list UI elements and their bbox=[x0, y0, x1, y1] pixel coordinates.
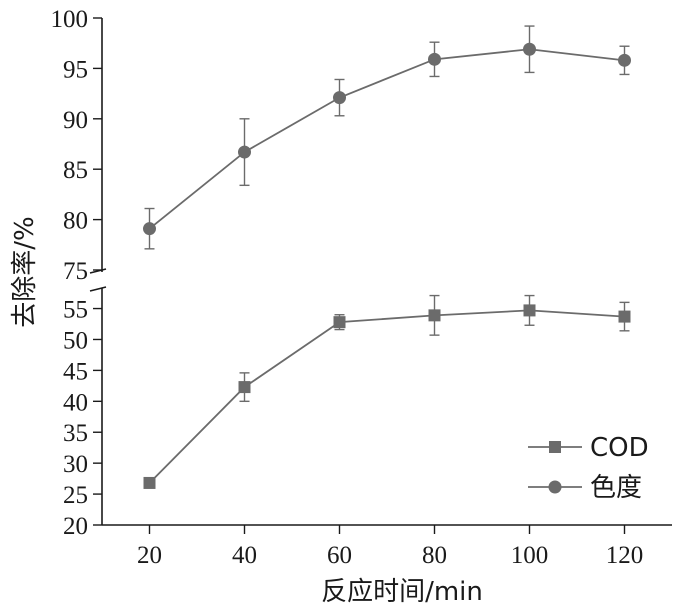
legend-item: 色度 bbox=[528, 473, 642, 503]
legend: COD 色度 bbox=[528, 433, 649, 503]
data-point bbox=[238, 145, 251, 159]
data-point bbox=[333, 91, 346, 105]
legend-marker bbox=[548, 480, 562, 494]
y-tick-label: 25 bbox=[63, 482, 88, 509]
y-tick-label: 80 bbox=[63, 208, 88, 235]
y-tick-label: 85 bbox=[63, 157, 88, 184]
legend-label: 色度 bbox=[590, 473, 642, 503]
y-tick-label: 50 bbox=[63, 327, 88, 354]
axis-break-mark bbox=[89, 286, 107, 292]
legend-marker bbox=[549, 441, 561, 453]
series-cod bbox=[143, 294, 631, 489]
data-point bbox=[618, 310, 631, 323]
series-line bbox=[148, 48, 625, 230]
data-point bbox=[238, 381, 251, 394]
x-tick-label: 60 bbox=[327, 542, 352, 569]
legend-label: COD bbox=[590, 433, 649, 463]
x-tick-label: 20 bbox=[137, 542, 162, 569]
y-tick-label: 90 bbox=[63, 107, 88, 134]
x-axis-title: 反应时间/min bbox=[321, 577, 483, 607]
axes bbox=[89, 18, 672, 526]
y-tick-label: 55 bbox=[63, 297, 88, 324]
axis-break-mark bbox=[89, 268, 107, 274]
ticks: 75 80 85 90 95 100 20 25 30 35 40 45 50 55 20 40 60 80 100… bbox=[51, 6, 644, 569]
data-point bbox=[523, 42, 536, 56]
x-tick-label: 100 bbox=[511, 542, 549, 569]
y-tick-label: 75 bbox=[63, 258, 88, 285]
data-point bbox=[618, 53, 631, 67]
data-point bbox=[143, 222, 156, 236]
x-tick-label: 40 bbox=[232, 542, 257, 569]
y-tick-label: 20 bbox=[63, 513, 88, 540]
legend-item: COD bbox=[528, 433, 649, 463]
data-point bbox=[523, 304, 536, 317]
y-tick-label: 100 bbox=[51, 6, 89, 33]
data-point bbox=[428, 309, 441, 322]
x-tick-label: 80 bbox=[422, 542, 447, 569]
data-point bbox=[143, 476, 156, 489]
y-tick-label: 45 bbox=[63, 358, 88, 385]
y-tick-label: 35 bbox=[63, 420, 88, 447]
data-point bbox=[428, 52, 441, 66]
y-tick-label: 95 bbox=[63, 56, 88, 83]
series-chroma bbox=[143, 25, 631, 250]
x-tick-label: 120 bbox=[606, 542, 644, 569]
data-point bbox=[333, 316, 346, 329]
series-line bbox=[148, 309, 625, 484]
series-layer bbox=[143, 25, 631, 489]
y-tick-label: 40 bbox=[63, 389, 88, 416]
y-axis-title: 去除率/% bbox=[10, 216, 40, 327]
y-tick-label: 30 bbox=[63, 451, 88, 478]
